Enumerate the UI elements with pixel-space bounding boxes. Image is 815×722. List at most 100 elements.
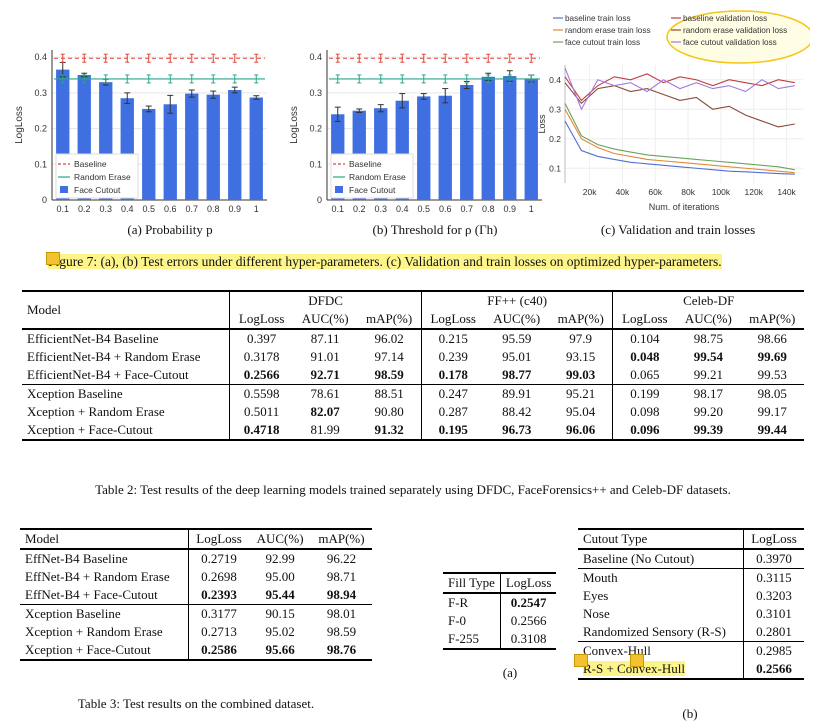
legend-label: baseline validation loss — [683, 14, 767, 23]
table-row: EffNet-B4 Baseline 0.2719 92.99 96.22 — [20, 549, 372, 568]
row-model: Xception + Face-Cutout — [22, 421, 231, 440]
legend-label: Face Cutout — [349, 185, 396, 195]
table-row: Randomized Sensory (R-S) 0.2801 — [578, 623, 804, 642]
row-model: EffNet-B4 Baseline — [20, 549, 189, 568]
table-cell: 0.3101 — [756, 606, 792, 621]
caption-b: (b) Threshold for ρ (Γh) — [372, 222, 498, 237]
row-model: EfficientNet-B4 Baseline — [22, 329, 231, 348]
table-row: R-S + Convex-Hull 0.2566 — [574, 654, 804, 679]
bar — [249, 97, 263, 200]
y-tick-label: 0.4 — [309, 52, 322, 62]
table-cell: 99.53 — [757, 367, 787, 382]
x-tick-label: 0.5 — [142, 204, 155, 214]
table-cell: 0.2566 — [510, 613, 547, 628]
x-tick-label: 40k — [616, 187, 630, 197]
table-cell: 0.215 — [438, 331, 468, 346]
y-tick-label: 0.4 — [549, 75, 561, 85]
x-tick-label: 0.7 — [460, 204, 473, 214]
header-metric: mAP(%) — [548, 310, 614, 329]
chart-threshold: LogLoss 0 0.1 0.2 0.3 0.4 0.1 0.2 0.3 0.4 0.5 0.6 0.… — [289, 50, 542, 214]
bar — [524, 78, 538, 200]
table-row: Xception + Face-Cutout 0.4718 81.99 91.32 0.… — [22, 421, 804, 440]
table-cell: 0.239 — [438, 349, 468, 364]
table-cell: 96.22 — [326, 551, 357, 566]
x-tick-label: 0.9 — [228, 204, 241, 214]
table-cell: R-S + Convex-Hull — [574, 654, 745, 679]
legend-label: random erase validation loss — [683, 26, 787, 35]
table-cell: 99.03 — [548, 366, 614, 385]
table-cell: 0.4718 — [243, 422, 280, 437]
y-tick-label: 0.3 — [549, 104, 561, 114]
tableA-caption: (a) — [502, 665, 518, 680]
table-cell: 0.3203 — [756, 588, 792, 603]
results-table-combined: Model LogLoss AUC(%) mAP(%) EffNet-B4 Baseli… — [20, 528, 372, 661]
highlight-annotation — [666, 10, 810, 64]
table-cell: 92.99 — [265, 551, 295, 566]
annotation-note-icon[interactable] — [630, 654, 644, 667]
table-cell: 0.3970 — [756, 551, 792, 566]
table-cell: Mouth — [578, 568, 745, 587]
x-tick-label: 100k — [712, 187, 731, 197]
annotation-note-icon[interactable] — [574, 654, 588, 667]
table-cell: Eyes — [578, 587, 745, 605]
table-row: F-0 0.2566 — [443, 612, 556, 630]
table-cell: 95.66 — [265, 642, 295, 657]
header-metric: LogLoss — [430, 311, 476, 326]
table-cell: 99.17 — [757, 404, 787, 419]
x-tick-label: 1 — [529, 204, 534, 214]
table-cell: Nose — [578, 605, 745, 623]
table-cell: F-255 — [443, 630, 501, 649]
table-cell: 0.178 — [438, 367, 468, 382]
bar — [460, 85, 474, 200]
table-row: EfficientNet-B4 Baseline 0.397 87.11 96.02 0… — [22, 329, 804, 348]
table-cell: 0.2393 — [201, 587, 237, 602]
header-ff: FF++ (c40) — [421, 291, 614, 310]
legend-label: Baseline — [349, 159, 382, 169]
y-axis-label: LogLoss — [14, 106, 25, 144]
y-tick-label: 0.3 — [34, 88, 47, 98]
x-axis-label: Num. of iterations — [649, 202, 720, 212]
table-cell: 0.048 — [630, 349, 660, 364]
y-axis-label: LogLoss — [289, 106, 300, 144]
header-celeb: Celeb-DF — [683, 293, 735, 308]
table-cell: 0.2985 — [756, 643, 792, 658]
table-cell: 99.69 — [757, 349, 787, 364]
table-cell: 0.3115 — [756, 570, 792, 585]
y-tick-label: 0 — [42, 195, 47, 205]
table-row: Xception Baseline 0.3177 90.15 98.01 — [20, 604, 372, 623]
table-cell: 81.99 — [310, 422, 340, 437]
table-cell: 0.195 — [438, 422, 468, 437]
y-tick-label: 0.1 — [549, 163, 561, 173]
y-tick-label: 0.3 — [309, 88, 322, 98]
x-tick-label: 0.2 — [78, 204, 91, 214]
table-cell: 87.11 — [310, 331, 340, 346]
table-cell: 0.2713 — [201, 624, 237, 639]
x-tick-label: 0.6 — [439, 204, 452, 214]
y-tick-label: 0 — [317, 195, 322, 205]
x-tick-label: 0.3 — [374, 204, 387, 214]
table-header: Model — [20, 529, 189, 549]
row-model: Xception Baseline — [20, 604, 189, 623]
table-row: EffNet-B4 + Random Erase 0.2698 95.00 98.71 — [20, 568, 372, 586]
table-row: Mouth 0.3115 — [578, 568, 804, 587]
legend-label: Baseline — [74, 159, 107, 169]
table-row: Nose 0.3101 — [578, 605, 804, 623]
table-row: Baseline (No Cutout) 0.3970 — [578, 549, 804, 569]
legend-label: Face Cutout — [74, 185, 121, 195]
table-row: Xception + Random Erase 0.5011 82.07 90.80 0… — [22, 403, 804, 421]
table-header: mAP(%) — [318, 531, 365, 546]
x-tick-label: 0.5 — [417, 204, 430, 214]
table-cell: 99.54 — [693, 349, 723, 364]
table-cell: 0.247 — [438, 386, 468, 401]
table-row: EfficientNet-B4 + Face-Cutout 0.2566 92.71… — [22, 366, 804, 385]
x-tick-label: 1 — [254, 204, 259, 214]
legend-label: face cutout train loss — [565, 38, 640, 47]
table-cell: 95.21 — [548, 384, 614, 403]
legend-label: face cutout validation loss — [683, 38, 777, 47]
table-cell: 0.096 — [630, 422, 660, 437]
table-row: Eyes 0.3203 — [578, 587, 804, 605]
caption-c: (c) Validation and train losses — [600, 222, 756, 237]
row-model: EffNet-B4 + Face-Cutout — [20, 586, 189, 605]
table-cell: 98.77 — [502, 367, 532, 382]
annotation-note-icon[interactable] — [46, 252, 60, 265]
